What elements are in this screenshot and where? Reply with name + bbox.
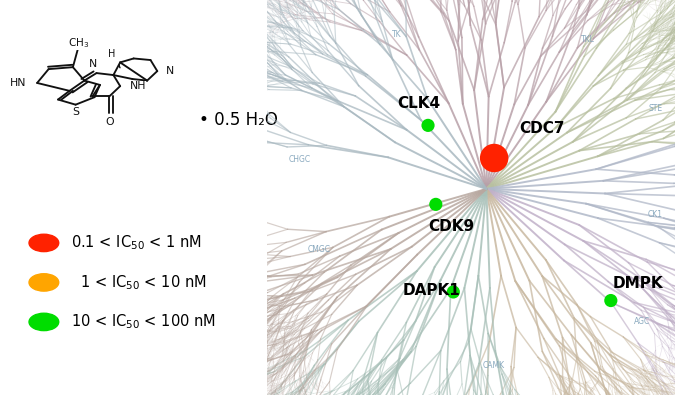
Text: CK1: CK1 bbox=[648, 210, 663, 219]
Text: S: S bbox=[72, 107, 79, 117]
Text: O: O bbox=[105, 117, 113, 127]
Text: HN: HN bbox=[10, 78, 26, 88]
Text: 10 < IC$_{50}$ < 100 nM: 10 < IC$_{50}$ < 100 nM bbox=[71, 312, 216, 331]
Text: CDC7: CDC7 bbox=[520, 121, 565, 136]
Text: CH$_3$: CH$_3$ bbox=[68, 36, 89, 49]
Text: • 0.5 H₂O: • 0.5 H₂O bbox=[199, 111, 278, 130]
Point bbox=[489, 155, 500, 161]
Text: CMGC: CMGC bbox=[308, 245, 331, 254]
Point bbox=[431, 201, 441, 207]
Text: H: H bbox=[109, 49, 115, 59]
Text: 0.1 < IC$_{50}$ < 1 nM: 0.1 < IC$_{50}$ < 1 nM bbox=[71, 233, 202, 252]
Text: CDK9: CDK9 bbox=[429, 219, 475, 234]
Text: DMPK: DMPK bbox=[613, 276, 664, 291]
Point bbox=[423, 122, 433, 128]
Text: TKL: TKL bbox=[580, 35, 595, 44]
Text: 1 < IC$_{50}$ < 10 nM: 1 < IC$_{50}$ < 10 nM bbox=[71, 273, 207, 292]
Text: N: N bbox=[165, 66, 173, 76]
Point bbox=[605, 297, 616, 304]
Text: N: N bbox=[89, 59, 97, 69]
Circle shape bbox=[29, 274, 59, 291]
Circle shape bbox=[29, 234, 59, 252]
Text: CAMK: CAMK bbox=[483, 361, 505, 370]
Text: STE: STE bbox=[649, 104, 663, 113]
Text: TK: TK bbox=[392, 30, 402, 39]
Text: AGC: AGC bbox=[634, 317, 650, 325]
Text: NH: NH bbox=[130, 81, 146, 91]
Text: DAPK1: DAPK1 bbox=[403, 283, 460, 298]
Text: CLK4: CLK4 bbox=[397, 96, 440, 111]
Circle shape bbox=[29, 313, 59, 331]
Point bbox=[448, 289, 459, 295]
Text: CHGC: CHGC bbox=[289, 155, 310, 164]
